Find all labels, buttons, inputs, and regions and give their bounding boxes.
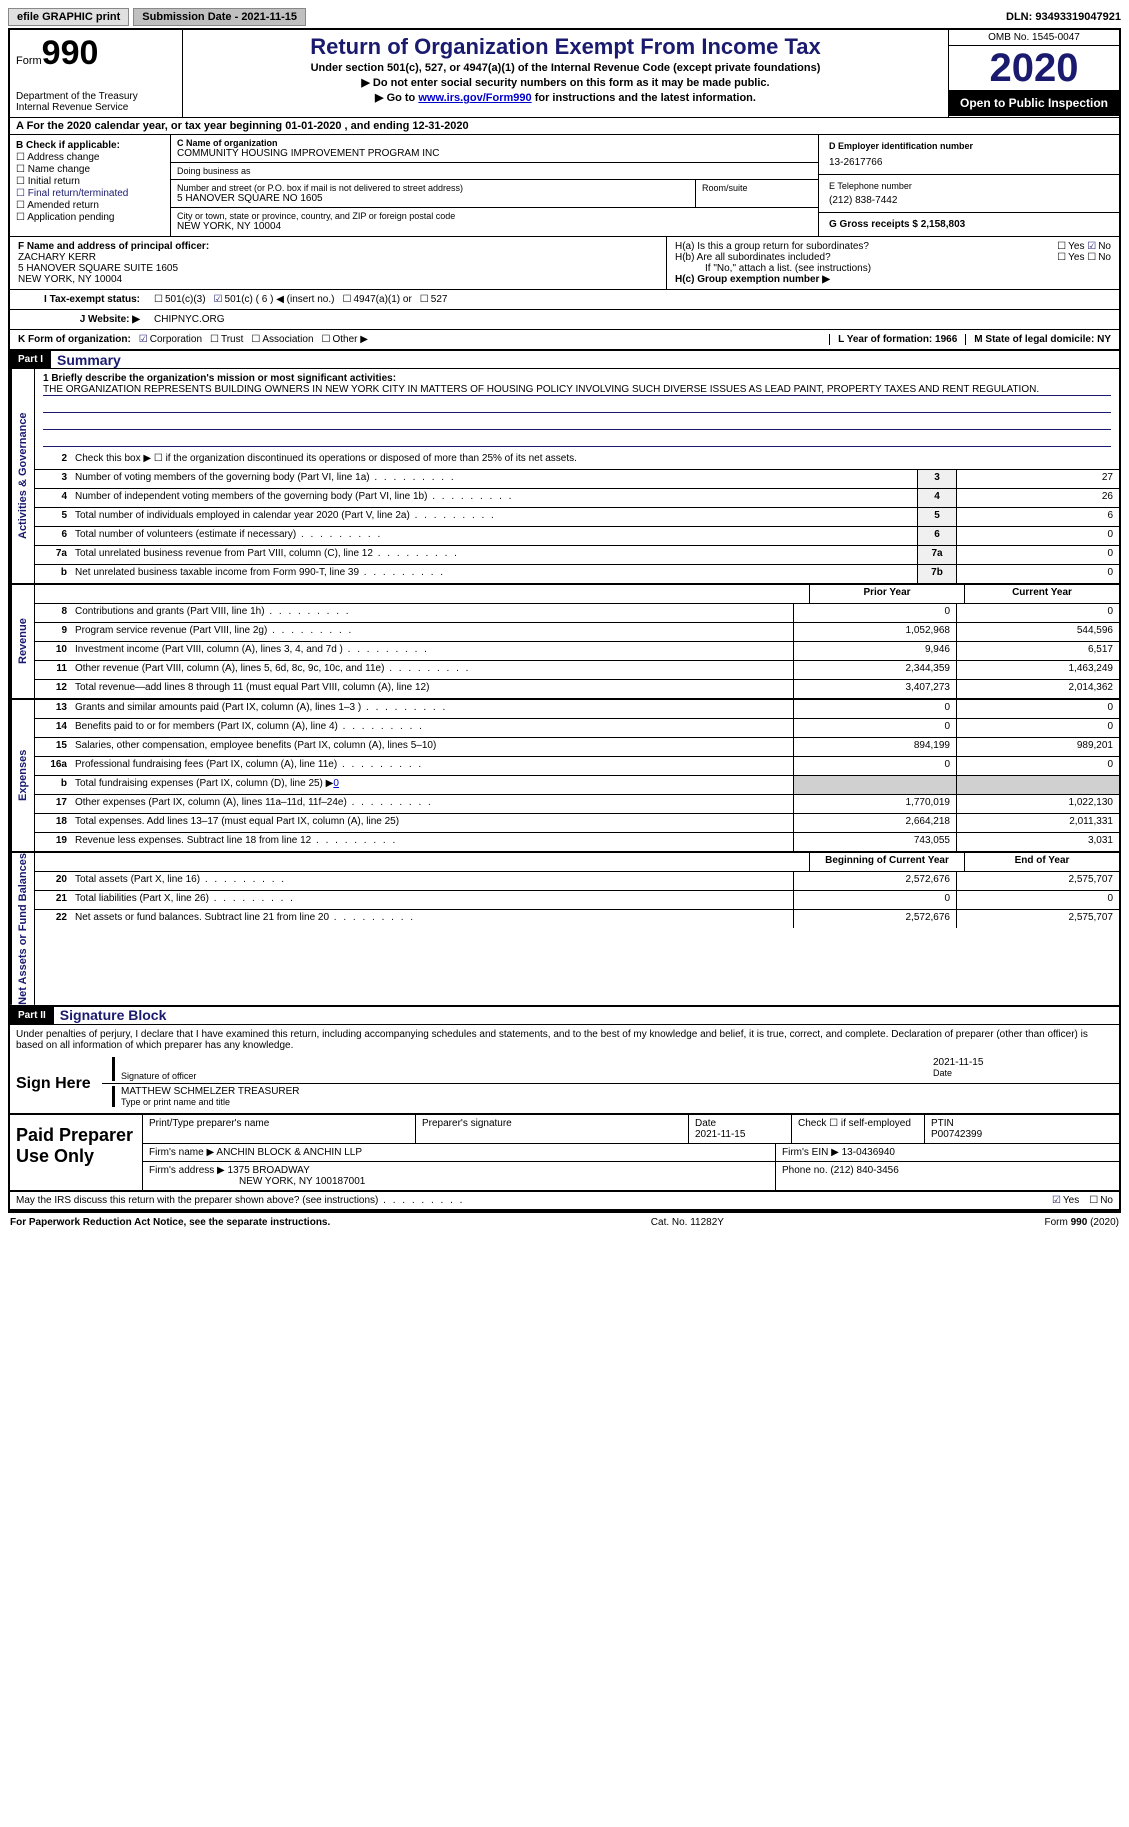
ha-yes[interactable]: Yes [1057, 241, 1084, 252]
expenses-section: Expenses 13Grants and similar amounts pa… [10, 700, 1119, 853]
right-info: D Employer identification number 13-2617… [818, 135, 1119, 236]
chk-self-employed[interactable]: Check ☐ if self-employed [792, 1115, 925, 1143]
ha-no[interactable]: No [1087, 241, 1111, 252]
tax-year: 2020 [949, 46, 1119, 90]
chk-initial-return[interactable]: Initial return [16, 176, 164, 187]
chk-final-return[interactable]: Final return/terminated [16, 188, 164, 199]
form-word: Form [16, 55, 42, 67]
website-row: J Website: ▶ CHIPNYC.ORG [10, 310, 1119, 330]
val-7a: 0 [956, 546, 1119, 564]
chk-name-change[interactable]: Name change [16, 164, 164, 175]
val-4: 26 [956, 489, 1119, 507]
chk-address-change[interactable]: Address change [16, 152, 164, 163]
chk-501c[interactable]: 501(c) ( 6 ) ◀ (insert no.) [214, 294, 335, 305]
entity-info: B Check if applicable: Address change Na… [10, 135, 1119, 237]
officer-h-row: F Name and address of principal officer:… [10, 237, 1119, 290]
part1-header: Part I Summary [10, 351, 1119, 369]
website: CHIPNYC.ORG [154, 314, 225, 325]
discuss-row: May the IRS discuss this return with the… [10, 1191, 1119, 1211]
h-block: H(a) Is this a group return for subordin… [667, 237, 1119, 289]
officer-name: MATTHEW SCHMELZER TREASURER [121, 1086, 1113, 1097]
page-footer: For Paperwork Reduction Act Notice, see … [8, 1213, 1121, 1232]
chk-trust[interactable]: Trust [210, 334, 243, 345]
top-toolbar: efile GRAPHIC print Submission Date - 20… [8, 8, 1121, 26]
omb-number: OMB No. 1545-0047 [949, 30, 1119, 46]
netassets-section: Net Assets or Fund Balances Beginning of… [10, 853, 1119, 1007]
form-container: Form990 Department of the Treasury Inter… [8, 28, 1121, 1213]
org-block: C Name of organization COMMUNITY HOUSING… [171, 135, 818, 236]
chk-amended[interactable]: Amended return [16, 200, 164, 211]
val-6: 0 [956, 527, 1119, 545]
phone: (212) 838-7442 [829, 195, 1109, 206]
chk-corp[interactable]: Corporation [139, 334, 202, 345]
org-form-row: K Form of organization: Corporation Trus… [10, 330, 1119, 351]
firm-ein: 13-0436940 [842, 1147, 895, 1158]
discuss-yes[interactable]: Yes [1052, 1195, 1079, 1206]
form-header: Form990 Department of the Treasury Inter… [10, 30, 1119, 118]
org-name: COMMUNITY HOUSING IMPROVEMENT PROGRAM IN… [177, 148, 812, 159]
side-expenses: Expenses [10, 700, 35, 851]
preparer-block: Paid Preparer Use Only Print/Type prepar… [10, 1115, 1119, 1191]
state-domicile: M State of legal domicile: NY [965, 334, 1111, 345]
governance-section: Activities & Governance 1 Briefly descri… [10, 369, 1119, 585]
chk-assoc[interactable]: Association [251, 334, 313, 345]
org-street: 5 HANOVER SQUARE NO 1605 [177, 193, 689, 204]
inspection-label: Open to Public Inspection [949, 90, 1119, 116]
ptin: P00742399 [931, 1129, 982, 1140]
form-year-block: OMB No. 1545-0047 2020 Open to Public In… [948, 30, 1119, 117]
chk-4947[interactable]: 4947(a)(1) or [342, 294, 411, 305]
gross-receipts: G Gross receipts $ 2,158,803 [829, 219, 1109, 230]
form-title-block: Return of Organization Exempt From Incom… [183, 30, 948, 117]
check-applicable: B Check if applicable: Address change Na… [10, 135, 171, 236]
efile-button[interactable]: efile GRAPHIC print [8, 8, 129, 26]
hb-no[interactable]: No [1087, 252, 1111, 263]
chk-app-pending[interactable]: Application pending [16, 212, 164, 223]
chk-501c3[interactable]: 501(c)(3) [154, 294, 206, 305]
val-7b: 0 [956, 565, 1119, 583]
year-formation: L Year of formation: 1966 [829, 334, 957, 345]
hb-yes[interactable]: Yes [1057, 252, 1084, 263]
submission-date: Submission Date - 2021-11-15 [133, 8, 306, 26]
form-title: Return of Organization Exempt From Incom… [191, 34, 940, 60]
discuss-no[interactable]: No [1089, 1195, 1113, 1206]
dln: DLN: 93493319047921 [1006, 11, 1121, 23]
part2-header: Part II Signature Block [10, 1007, 1119, 1025]
declaration: Under penalties of perjury, I declare th… [10, 1025, 1119, 1055]
irs-link[interactable]: www.irs.gov/Form990 [418, 92, 531, 104]
form-subtitle-3: Go to www.irs.gov/Form990 for instructio… [191, 91, 940, 104]
org-city: NEW YORK, NY 10004 [177, 221, 812, 232]
form-id-block: Form990 Department of the Treasury Inter… [10, 30, 183, 117]
form-subtitle-1: Under section 501(c), 527, or 4947(a)(1)… [191, 62, 940, 74]
val-5: 6 [956, 508, 1119, 526]
form-number: 990 [42, 34, 99, 72]
sign-here-block: Sign Here Signature of officer 2021-11-1… [10, 1055, 1119, 1115]
officer-block: F Name and address of principal officer:… [10, 237, 667, 289]
form-subtitle-2: Do not enter social security numbers on … [191, 76, 940, 89]
val-3: 27 [956, 470, 1119, 488]
mission-block: 1 Briefly describe the organization's mi… [35, 369, 1119, 451]
side-netassets: Net Assets or Fund Balances [10, 853, 35, 1005]
tax-status-row: I Tax-exempt status: 501(c)(3) 501(c) ( … [10, 290, 1119, 310]
period-row: A For the 2020 calendar year, or tax yea… [10, 118, 1119, 135]
dept-label: Department of the Treasury Internal Reve… [16, 91, 176, 113]
firm-name: ANCHIN BLOCK & ANCHIN LLP [216, 1147, 362, 1158]
ein: 13-2617766 [829, 157, 1109, 168]
prep-phone: (212) 840-3456 [830, 1165, 898, 1176]
chk-527[interactable]: 527 [420, 294, 448, 305]
side-governance: Activities & Governance [10, 369, 35, 583]
mission-text: THE ORGANIZATION REPRESENTS BUILDING OWN… [43, 384, 1111, 396]
chk-other[interactable]: Other ▶ [322, 334, 368, 345]
side-revenue: Revenue [10, 585, 35, 698]
revenue-section: Revenue Prior YearCurrent Year 8Contribu… [10, 585, 1119, 700]
